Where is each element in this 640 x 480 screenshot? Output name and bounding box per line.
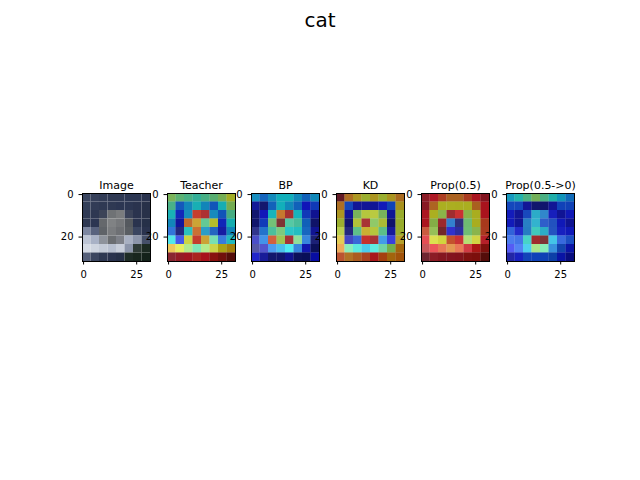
svg-text:0: 0 [419, 269, 425, 280]
svg-text:0: 0 [80, 269, 86, 280]
svg-text:25: 25 [130, 269, 143, 280]
svg-text:0: 0 [236, 189, 242, 200]
svg-text:25: 25 [384, 269, 397, 280]
svg-text:0: 0 [152, 189, 158, 200]
svg-text:0: 0 [491, 189, 497, 200]
svg-text:20: 20 [61, 231, 74, 242]
svg-text:Teacher: Teacher [179, 179, 223, 192]
svg-text:Prop(0.5->0): Prop(0.5->0) [505, 179, 576, 192]
svg-text:0: 0 [406, 189, 412, 200]
svg-text:Image: Image [99, 179, 134, 192]
svg-text:25: 25 [554, 269, 567, 280]
svg-text:0: 0 [67, 189, 73, 200]
svg-text:0: 0 [334, 269, 340, 280]
html-text:cat: cat [304, 8, 336, 32]
svg-text:KD: KD [363, 179, 379, 192]
svg-text:0: 0 [165, 269, 171, 280]
svg-text:25: 25 [299, 269, 312, 280]
svg-text:0: 0 [321, 189, 327, 200]
svg-text:BP: BP [278, 179, 293, 192]
svg-text:25: 25 [215, 269, 228, 280]
svg-text:Prop(0.5): Prop(0.5) [430, 179, 481, 192]
svg-text:20: 20 [485, 231, 498, 242]
svg-text:20: 20 [400, 231, 413, 242]
svg-text:0: 0 [504, 269, 510, 280]
svg-text:20: 20 [315, 231, 328, 242]
svg-text:20: 20 [146, 231, 159, 242]
svg-text:0: 0 [249, 269, 255, 280]
svg-text:25: 25 [469, 269, 482, 280]
svg-text:20: 20 [230, 231, 243, 242]
